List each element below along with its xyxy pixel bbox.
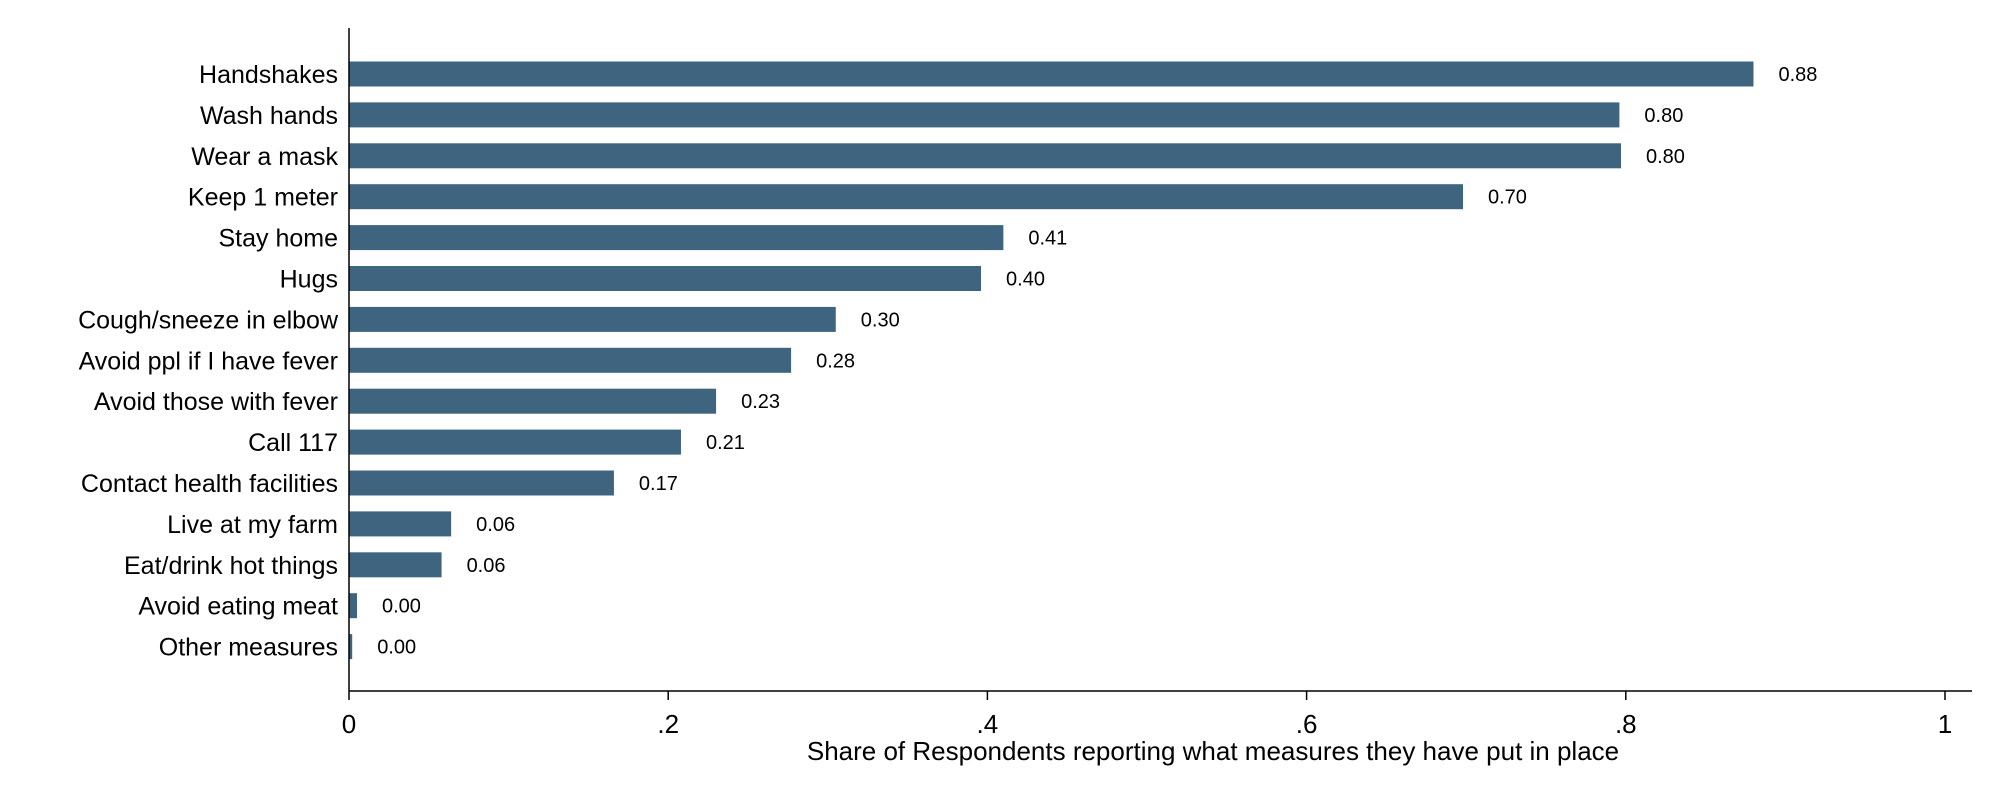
bar-wear-a-mask	[349, 143, 1622, 169]
bar-other-measures	[349, 634, 353, 660]
category-label: Wear a mask	[191, 143, 338, 171]
category-label: Contact health facilities	[81, 470, 338, 498]
value-label: 0.30	[861, 309, 900, 331]
bar-avoid-eating-meat	[349, 593, 357, 619]
category-label: Avoid eating meat	[138, 593, 338, 621]
x-tick-label: .2	[657, 709, 679, 739]
value-label: 0.41	[1028, 228, 1067, 250]
category-label: Eat/drink hot things	[124, 552, 338, 580]
value-label: 0.80	[1646, 146, 1685, 168]
category-label: Avoid those with fever	[94, 388, 338, 416]
category-label: Wash hands	[200, 102, 338, 130]
value-label: 0.06	[476, 514, 515, 536]
value-label: 0.00	[382, 596, 421, 618]
bar-live-at-my-farm	[349, 511, 452, 537]
x-tick-label: .8	[1615, 709, 1637, 739]
bars-layer	[349, 61, 1754, 660]
category-label: Avoid ppl if I have fever	[79, 347, 338, 375]
value-label: 0.88	[1778, 64, 1817, 86]
x-tick-label: 0	[342, 709, 356, 739]
value-label: 0.23	[741, 391, 780, 413]
value-label: 0.80	[1644, 105, 1683, 127]
bar-avoid-ppl-if-i-have-fever	[349, 347, 792, 373]
value-label: 0.21	[706, 432, 745, 454]
bar-wash-hands	[349, 102, 1620, 128]
x-tick-label: .4	[977, 709, 999, 739]
value-label: 0.06	[467, 555, 506, 577]
x-axis-title: Share of Respondents reporting what meas…	[807, 736, 1619, 766]
x-tick-label: .6	[1296, 709, 1318, 739]
value-label: 0.40	[1006, 269, 1045, 291]
bar-avoid-those-with-fever	[349, 388, 717, 414]
labels-layer: Handshakes 0.88 Wash hands 0.80 Wear a mask 0…	[78, 61, 1952, 766]
category-label: Keep 1 meter	[188, 184, 338, 212]
x-tick-label: 1	[1938, 709, 1952, 739]
category-label: Stay home	[218, 225, 338, 253]
bar-handshakes	[349, 61, 1754, 87]
bar-hugs	[349, 266, 982, 291]
value-label: 0.28	[816, 350, 855, 372]
bar-call-117	[349, 429, 681, 455]
bar-stay-home	[349, 225, 1004, 251]
axes-layer	[348, 28, 1972, 700]
value-label: 0.17	[639, 473, 678, 495]
category-label: Handshakes	[199, 61, 338, 89]
category-label: Call 117	[248, 429, 338, 457]
category-label: Live at my farm	[167, 511, 338, 539]
category-label: Hugs	[280, 266, 338, 294]
category-label: Cough/sneeze in elbow	[78, 306, 339, 334]
category-label: Other measures	[159, 634, 338, 662]
bar-keep-1-meter	[349, 184, 1464, 210]
bar-contact-health-facilities	[349, 470, 614, 496]
value-label: 0.70	[1488, 187, 1527, 209]
bar-eat-drink-hot-things	[349, 552, 442, 578]
value-label: 0.00	[377, 637, 416, 659]
bar-cough-sneeze-in-elbow	[349, 306, 836, 332]
